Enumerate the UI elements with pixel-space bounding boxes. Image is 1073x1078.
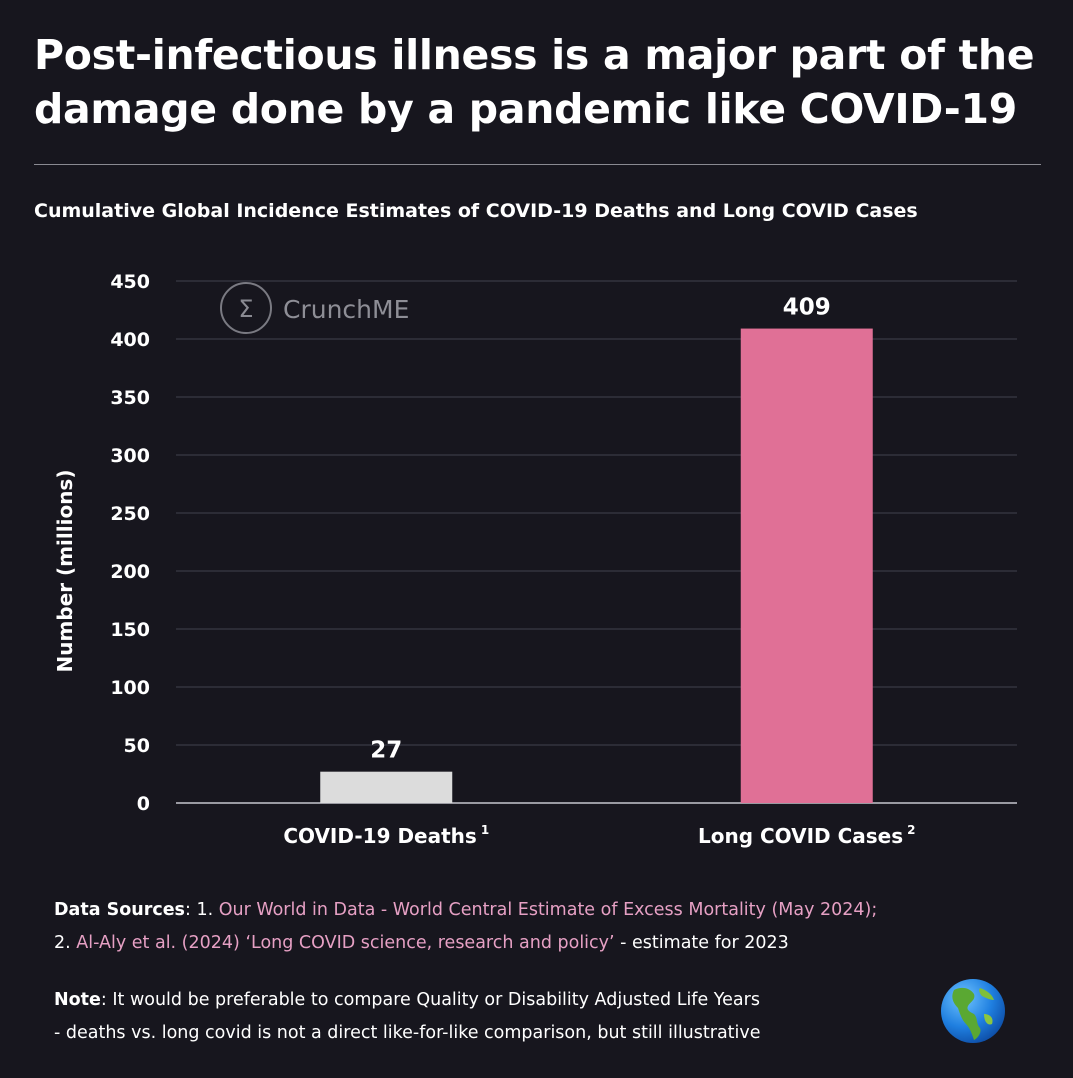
data-sources: Data Sources: 1. Our World in Data - Wor… (54, 894, 1034, 960)
data-labels: 27 409 (370, 295, 831, 764)
y-tick-label: 450 (110, 271, 150, 293)
y-axis-label: Number (millions) (53, 470, 77, 673)
sigma-icon (220, 282, 272, 334)
x-axis-categories: COVID-19 Deaths 1 Long COVID Cases 2 (283, 823, 915, 848)
y-tick-label: 250 (110, 503, 150, 525)
y-axis-ticks: 0 50 100 150 200 250 300 350 400 450 (110, 271, 150, 815)
globe-americas-icon (941, 979, 1005, 1043)
bar-long-covid-cases (740, 328, 873, 803)
data-label: 27 (370, 738, 402, 764)
bar-covid-19-deaths (320, 771, 453, 803)
sources-line-1: Data Sources: 1. Our World in Data - Wor… (54, 894, 1034, 927)
x-category-label: Long COVID Cases 2 (698, 823, 916, 848)
note-line-1: Note: It would be preferable to compare … (54, 984, 954, 1017)
source-1-link[interactable]: Our World in Data - World Central Estima… (218, 900, 878, 920)
grid-lines (176, 280, 1017, 804)
sigma-glyph: Σ (238, 295, 253, 323)
watermark-text: CrunchME (283, 295, 409, 324)
page-title: Post-infectious illness is a major part … (34, 28, 1044, 136)
title-line-2: damage done by a pandemic like COVID-19 (34, 85, 1017, 133)
y-tick-label: 50 (124, 735, 150, 757)
y-tick-label: 100 (110, 677, 150, 699)
note: Note: It would be preferable to compare … (54, 984, 954, 1050)
y-tick-label: 350 (110, 387, 150, 409)
sources-label: Data Sources (54, 900, 185, 920)
bars (320, 328, 873, 803)
data-label: 409 (783, 295, 831, 321)
note-line-2: - deaths vs. long covid is not a direct … (54, 1023, 761, 1043)
note-text-1: : It would be preferable to compare Qual… (100, 990, 760, 1010)
watermark: Σ CrunchME (220, 282, 409, 334)
source-2-link[interactable]: Al-Aly et al. (2024) ‘Long COVID science… (76, 933, 615, 953)
y-tick-label: 0 (137, 793, 150, 815)
sources-sep: : 1. (184, 900, 219, 920)
sources-line-2: 2. Al-Aly et al. (2024) ‘Long COVID scie… (54, 927, 1034, 960)
y-tick-label: 150 (110, 619, 150, 641)
footnote-marker: 1 (481, 823, 489, 837)
source-2-prefix: 2. (54, 933, 77, 953)
bar-chart: 0 50 100 150 200 250 300 350 400 450 Σ CrunchME 2… (53, 271, 1017, 848)
note-label: Note (54, 990, 101, 1010)
chart-title: Cumulative Global Incidence Estimates of… (34, 200, 918, 222)
y-tick-label: 300 (110, 445, 150, 467)
source-2-suffix: - estimate for 2023 (614, 933, 789, 953)
footnote-marker: 2 (907, 823, 915, 837)
y-tick-label: 400 (110, 329, 150, 351)
y-tick-label: 200 (110, 561, 150, 583)
x-category-label: COVID-19 Deaths 1 (283, 823, 489, 848)
title-line-1: Post-infectious illness is a major part … (34, 31, 1035, 79)
title-divider (34, 164, 1041, 165)
